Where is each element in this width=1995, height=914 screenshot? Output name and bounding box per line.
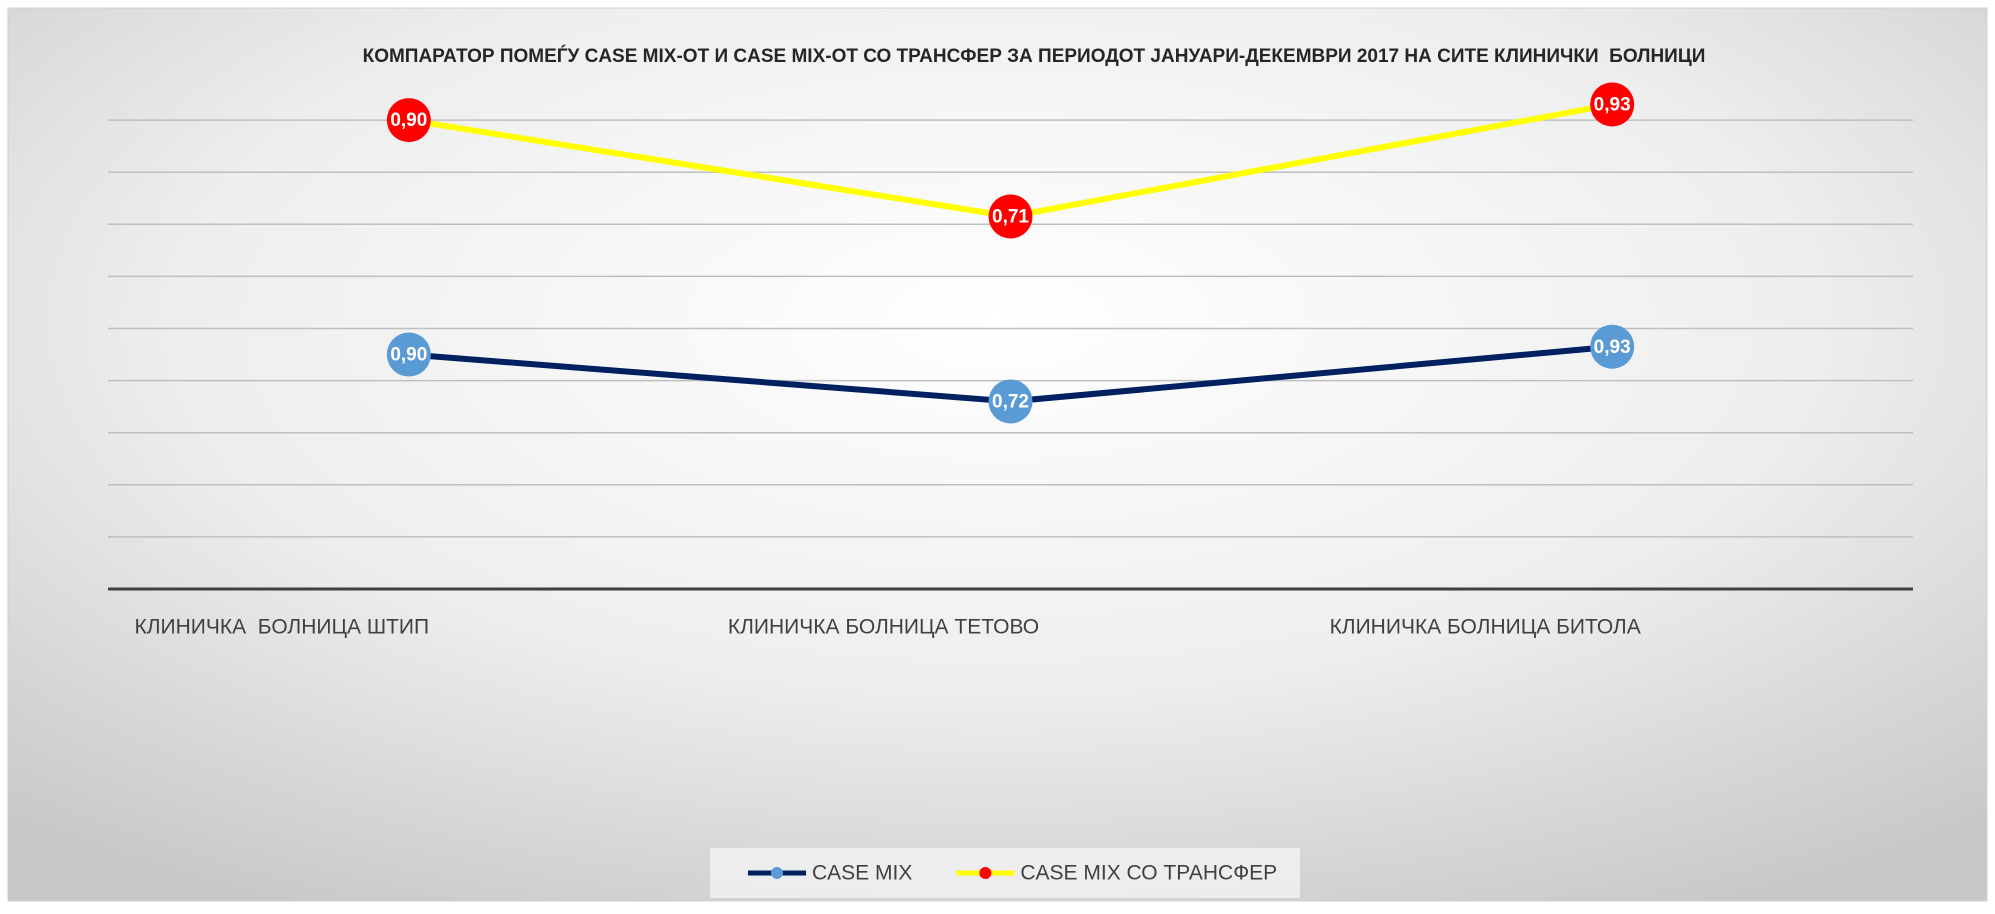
marker <box>386 98 431 143</box>
data-label: 0,72 <box>992 391 1029 412</box>
data-label: 0,90 <box>390 345 427 366</box>
chart-title: КОМПАРАТОР ПОМЕЃУ CASE MIX-ОТ И CASE MIX… <box>363 45 1706 67</box>
marker <box>1590 82 1635 127</box>
x-tick-label: КЛИНИЧКА БОЛНИЦА ШТИП <box>135 616 430 639</box>
legend-label: CASE MIX СО ТРАНСФЕР <box>1020 862 1277 885</box>
legend-marker <box>771 867 783 879</box>
data-label: 0,90 <box>390 110 427 131</box>
data-label: 0,93 <box>1594 337 1631 358</box>
marker <box>1590 324 1635 369</box>
x-tick-label: КЛИНИЧКА БОЛНИЦА ТЕТОВО <box>728 616 1039 639</box>
legend-marker <box>979 867 992 879</box>
legend-label: CASE MIX <box>812 862 912 885</box>
chart-background <box>7 7 1988 902</box>
data-label: 0,93 <box>1594 94 1631 115</box>
marker <box>988 379 1033 424</box>
data-label: 0,71 <box>992 207 1029 228</box>
marker <box>988 194 1033 239</box>
x-tick-label: КЛИНИЧКА БОЛНИЦА БИТОЛА <box>1330 616 1641 639</box>
marker <box>386 332 431 377</box>
